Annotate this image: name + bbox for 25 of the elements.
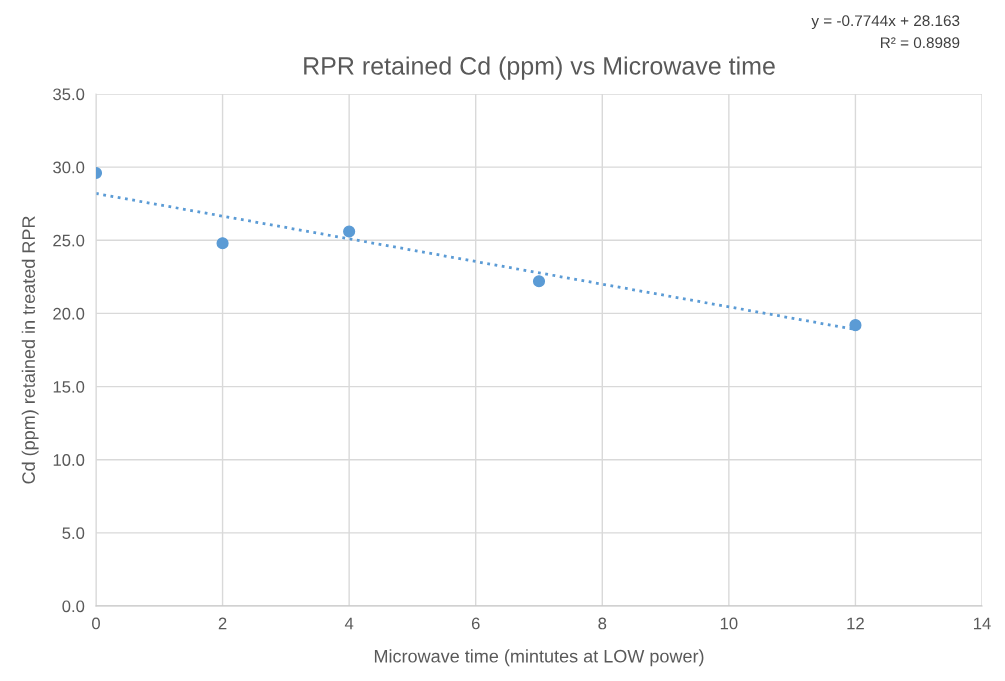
y-axis-title: Cd (ppm) retained in treated RPR (21, 216, 39, 484)
point (216, 237, 229, 250)
x-tick-label: 4 (344, 617, 354, 630)
text: y = -0.7744x + 28.163 (811, 15, 960, 30)
y-tick-label: 15.0 (53, 380, 85, 393)
point (849, 319, 862, 332)
y-tick-label: 20.0 (53, 307, 85, 320)
x-axis-title: Microwave time (mintutes at LOW power) (374, 649, 704, 667)
x-tick-label: 2 (218, 617, 227, 630)
x-tick-label: 12 (847, 617, 864, 630)
text: R² = 0.8989 (881, 37, 960, 49)
y-tick-label: 5.0 (62, 527, 85, 540)
y-tick-label: 25.0 (53, 234, 85, 247)
y-tick-label: 35.0 (53, 88, 85, 101)
x-tick-label: 14 (974, 617, 991, 630)
chart-title: RPR retained Cd (ppm) vs Microwave time (304, 56, 775, 80)
y-tick-label: 10.0 (53, 454, 85, 466)
x-tick-label: 6 (471, 617, 480, 630)
x-tick-label: 0 (92, 617, 100, 630)
point (343, 225, 356, 238)
point (532, 275, 546, 288)
x-tick-label: 8 (598, 617, 607, 630)
x-tick-label: 10 (720, 617, 738, 630)
y-tick-label: 30.0 (53, 161, 85, 174)
y-tick-label: 0.0 (62, 600, 85, 613)
